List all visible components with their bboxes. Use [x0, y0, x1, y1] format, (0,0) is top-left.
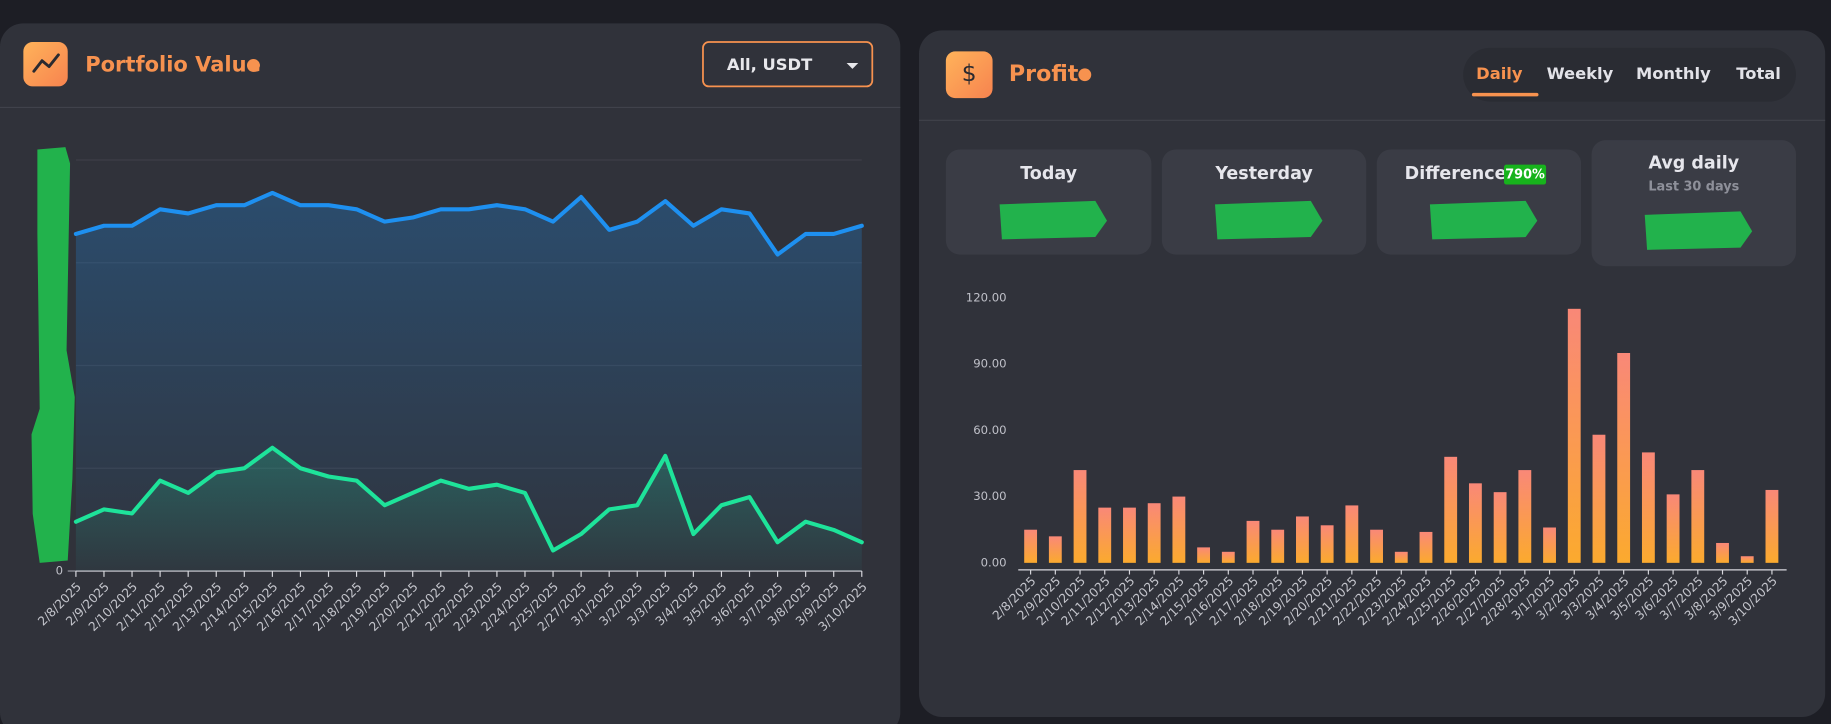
bar	[1691, 470, 1705, 563]
area-fill	[75, 447, 862, 572]
card-label: Today	[1020, 164, 1077, 184]
bar	[1345, 505, 1359, 563]
icon-glyph: $	[962, 59, 977, 87]
bar	[1592, 434, 1606, 563]
bar	[1468, 483, 1482, 563]
series-line	[73, 445, 864, 553]
dropdown-caret	[846, 63, 859, 69]
bar	[1617, 352, 1631, 563]
bar	[1123, 507, 1136, 563]
bar	[1147, 503, 1161, 563]
bar	[1567, 308, 1581, 563]
dropdown[interactable]	[702, 41, 874, 88]
bar	[1543, 527, 1556, 563]
panel-title: Portfolio Value	[85, 51, 261, 76]
bar	[1197, 547, 1211, 563]
profit-icon	[945, 51, 993, 99]
redaction	[31, 147, 75, 563]
redaction	[1215, 200, 1323, 240]
card-sublabel: Last 30 days	[1648, 179, 1739, 194]
bar	[1296, 516, 1309, 563]
info-icon[interactable]	[246, 58, 260, 72]
card-label: Difference	[1405, 164, 1507, 184]
badge-label: 790%	[1505, 168, 1545, 183]
bar	[1370, 529, 1383, 563]
y-tick-label: 0	[56, 564, 63, 578]
bar	[1394, 551, 1408, 563]
bar	[1419, 531, 1433, 563]
card-label: Avg daily	[1648, 153, 1739, 173]
bar	[1098, 507, 1112, 563]
bar	[1765, 489, 1779, 563]
bar	[1518, 470, 1532, 563]
bar	[1073, 470, 1087, 563]
badge	[1504, 164, 1547, 185]
series-line	[73, 190, 864, 257]
tab[interactable]: Total	[1736, 64, 1781, 83]
bar	[1221, 551, 1235, 563]
bar	[1666, 494, 1680, 563]
tab[interactable]: Monthly	[1636, 64, 1711, 83]
y-tick-label: 60.00	[973, 423, 1006, 437]
y-tick-label: 0.00	[981, 555, 1007, 569]
tab-bar	[1463, 47, 1796, 102]
redaction	[1429, 200, 1538, 240]
tab[interactable]: Weekly	[1547, 64, 1614, 83]
bar	[1740, 556, 1754, 563]
bar	[1024, 529, 1038, 563]
trend-icon	[32, 53, 60, 73]
redaction	[999, 200, 1108, 240]
y-tick-label: 30.00	[973, 489, 1006, 503]
bar	[1716, 542, 1729, 563]
bar	[1246, 520, 1260, 563]
dropdown-label: All, USDT	[727, 55, 813, 74]
bar	[1271, 529, 1285, 563]
info-icon[interactable]	[1078, 68, 1092, 82]
bar	[1048, 536, 1062, 563]
panel-title: Profit	[1009, 61, 1079, 87]
y-tick-label: 120.00	[966, 290, 1007, 304]
y-tick-label: 90.00	[973, 357, 1006, 371]
bar	[1493, 492, 1507, 563]
bar	[1641, 452, 1655, 563]
redaction	[1644, 211, 1753, 250]
bar	[1172, 496, 1186, 563]
tab[interactable]: Daily	[1476, 64, 1523, 83]
bar	[1320, 525, 1334, 563]
bar	[1444, 456, 1458, 563]
card-label: Yesterday	[1214, 164, 1313, 184]
